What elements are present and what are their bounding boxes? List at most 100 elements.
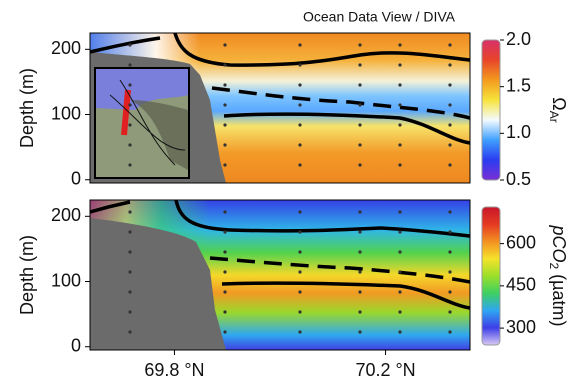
station-dot <box>223 270 226 273</box>
y-tick-label: 0 <box>71 168 81 188</box>
colorbar-tick-label: 1.0 <box>506 122 531 142</box>
station-dot <box>128 230 131 233</box>
station-dot <box>223 330 226 333</box>
station-dot <box>128 290 131 293</box>
station-dot <box>398 163 401 166</box>
colorbar-label-unit: (µatm) <box>549 269 569 326</box>
colorbar-tick-label: 2.0 <box>506 29 531 49</box>
y-tick-label: 0 <box>71 335 81 355</box>
station-dot <box>223 43 226 46</box>
station-dot <box>398 250 401 253</box>
station-dot <box>398 310 401 313</box>
station-dot <box>298 43 301 46</box>
y-tick-label: 100 <box>51 103 81 123</box>
station-dot <box>298 83 301 86</box>
figure: Ocean Data View / DIVA 0 100 200 Depth (m) 0… <box>0 0 582 384</box>
station-dot <box>298 230 301 233</box>
station-dot <box>398 270 401 273</box>
station-dot <box>298 210 301 213</box>
station-dot <box>128 163 131 166</box>
station-dot <box>358 163 361 166</box>
station-dot <box>448 290 451 293</box>
station-dot <box>128 123 131 126</box>
station-dot <box>298 310 301 313</box>
station-dot <box>298 270 301 273</box>
station-dot <box>298 290 301 293</box>
y-tick-label: 100 <box>51 270 81 290</box>
station-dot <box>358 250 361 253</box>
station-dot <box>223 290 226 293</box>
station-dot <box>358 43 361 46</box>
colorbar-label: ΩAr <box>547 97 569 122</box>
page: {"chart_data": [ {"type": "section", "ti… <box>0 0 582 384</box>
station-dot <box>448 163 451 166</box>
station-dot <box>448 230 451 233</box>
colorbar-tick-label: 0.5 <box>506 169 531 189</box>
station-dot <box>398 330 401 333</box>
y-axis-label: Depth (m) <box>17 235 37 315</box>
station-dot <box>128 330 131 333</box>
station-dot <box>298 163 301 166</box>
station-dot <box>223 163 226 166</box>
station-dot <box>448 210 451 213</box>
station-dot <box>358 290 361 293</box>
station-dot <box>298 143 301 146</box>
station-dot <box>398 103 401 106</box>
station-dot <box>358 210 361 213</box>
x-tick-label: 69.8 °N <box>144 360 204 380</box>
station-dot <box>223 210 226 213</box>
station-dot <box>398 230 401 233</box>
station-dot <box>448 83 451 86</box>
station-dot <box>398 63 401 66</box>
station-dot <box>448 250 451 253</box>
colorbar-tick-label: 600 <box>506 232 536 252</box>
station-dot <box>448 310 451 313</box>
station-dot <box>298 123 301 126</box>
station-dot <box>223 123 226 126</box>
colorbar <box>482 40 500 180</box>
station-dot <box>128 103 131 106</box>
station-dot <box>448 143 451 146</box>
station-dot <box>223 103 226 106</box>
colorbar-label-main: Ω <box>549 97 569 110</box>
station-dot <box>358 123 361 126</box>
station-dot <box>398 210 401 213</box>
station-dot <box>398 43 401 46</box>
x-tick-label: 70.2 °N <box>355 360 415 380</box>
station-dot <box>398 123 401 126</box>
station-dot <box>398 290 401 293</box>
station-dot <box>223 230 226 233</box>
y-axis-label: Depth (m) <box>17 68 37 148</box>
station-dot <box>298 250 301 253</box>
station-dot <box>128 310 131 313</box>
source-title: Ocean Data View / DIVA <box>303 9 456 25</box>
colorbar-tick-label: 450 <box>506 275 536 295</box>
station-dot <box>223 83 226 86</box>
station-dot <box>223 143 226 146</box>
station-dot <box>448 43 451 46</box>
station-dot <box>223 63 226 66</box>
colorbar-tick-label: 1.5 <box>506 75 531 95</box>
station-dot <box>358 143 361 146</box>
station-dot <box>398 83 401 86</box>
station-dot <box>448 123 451 126</box>
station-dot <box>223 310 226 313</box>
station-dot <box>448 63 451 66</box>
station-dot <box>448 103 451 106</box>
station-dot <box>448 270 451 273</box>
station-dot <box>448 330 451 333</box>
y-tick-label: 200 <box>51 38 81 58</box>
station-dot <box>398 143 401 146</box>
station-dot <box>128 210 131 213</box>
colorbar-label-main: pCO <box>549 224 569 262</box>
station-dot <box>358 310 361 313</box>
station-dot <box>128 250 131 253</box>
station-dot <box>128 43 131 46</box>
colorbar-label-sub: Ar <box>547 111 561 123</box>
station-dot <box>358 330 361 333</box>
station-dot <box>298 63 301 66</box>
station-dot <box>128 270 131 273</box>
station-dot <box>298 330 301 333</box>
station-dot <box>298 103 301 106</box>
colorbar-label: pCO2 (µatm) <box>547 224 569 326</box>
